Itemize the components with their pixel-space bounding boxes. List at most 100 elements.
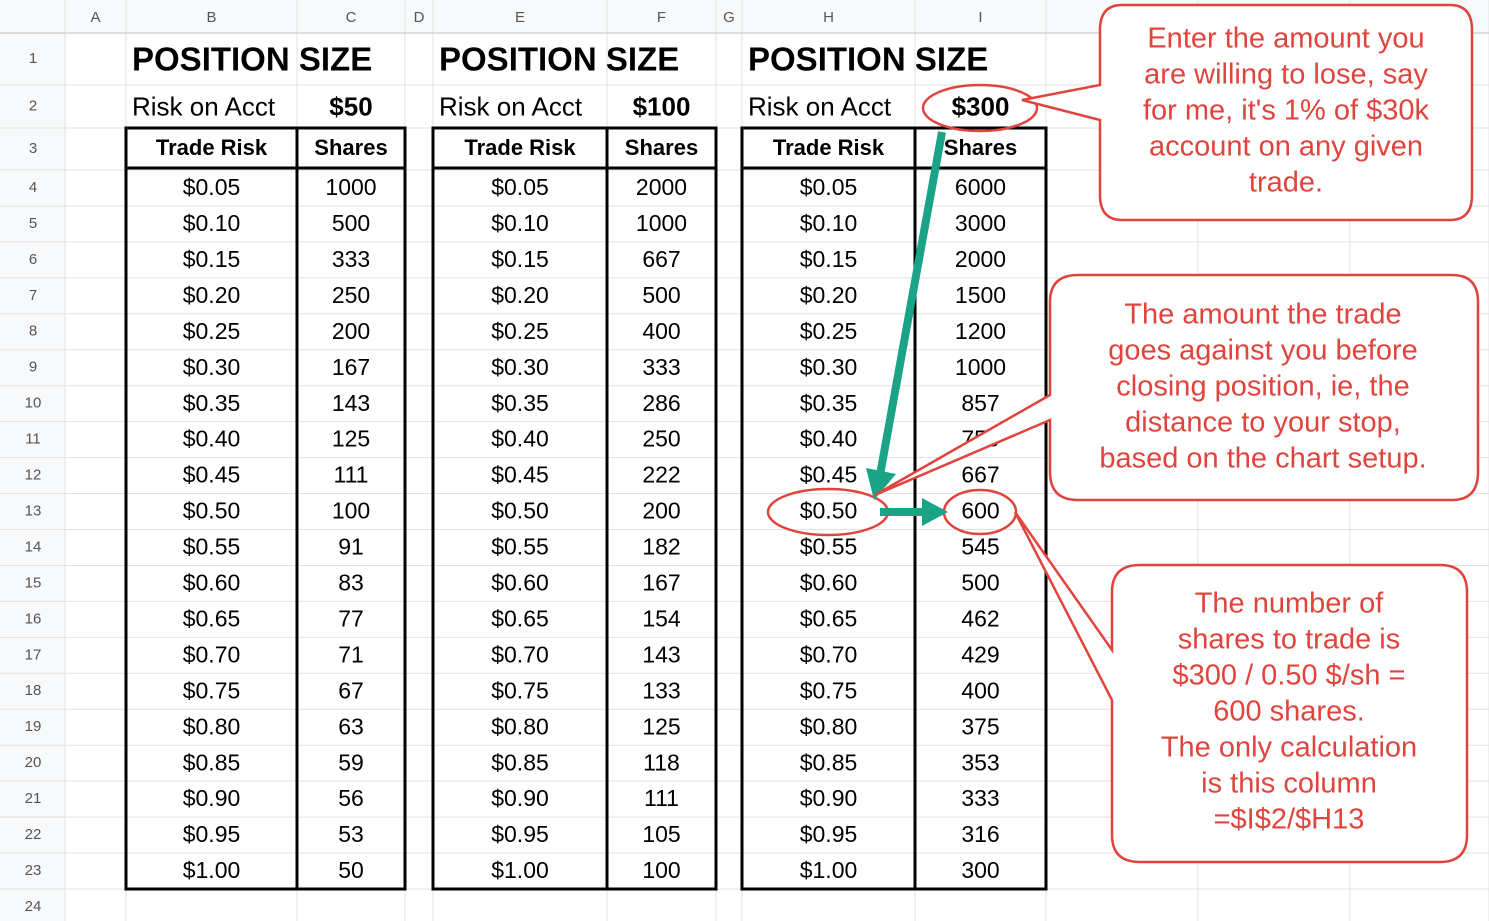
column-title: Trade Risk: [156, 135, 268, 160]
shares-cell: 167: [332, 354, 370, 380]
trade-risk-cell: $0.35: [183, 390, 241, 416]
trade-risk-cell: $0.10: [183, 210, 241, 236]
column-header: H: [823, 9, 834, 26]
shares-cell: 500: [961, 570, 999, 596]
shares-cell: 400: [961, 677, 999, 703]
shares-cell: 600: [961, 498, 999, 524]
shares-cell: 100: [642, 857, 680, 883]
shares-cell: 400: [642, 318, 680, 344]
shares-cell: 67: [338, 677, 364, 703]
trade-risk-cell: $0.70: [491, 641, 549, 667]
row-number: 3: [29, 140, 37, 157]
column-header: E: [515, 9, 525, 26]
trade-risk-cell: $0.95: [183, 821, 241, 847]
trade-risk-cell: $0.45: [800, 462, 858, 488]
shares-cell: 200: [332, 318, 370, 344]
callout-box: [874, 273, 1480, 502]
shares-cell: 63: [338, 713, 364, 739]
risk-label: Risk on Acct: [439, 91, 583, 121]
trade-risk-cell: $0.80: [800, 713, 858, 739]
shares-cell: 105: [642, 821, 680, 847]
trade-risk-cell: $0.90: [800, 785, 858, 811]
shares-cell: 91: [338, 534, 364, 560]
trade-risk-cell: $0.15: [800, 246, 858, 272]
risk-label: Risk on Acct: [748, 91, 892, 121]
shares-cell: 111: [644, 785, 679, 811]
shares-cell: 83: [338, 570, 364, 596]
row-number: 19: [25, 718, 42, 735]
shares-cell: 143: [332, 390, 370, 416]
trade-risk-cell: $0.10: [800, 210, 858, 236]
callout-text: for me, it's 1% of $30k: [1143, 95, 1429, 127]
shares-cell: 316: [961, 821, 999, 847]
trade-risk-cell: $0.80: [491, 713, 549, 739]
shares-cell: 429: [961, 641, 999, 667]
shares-cell: 353: [961, 749, 999, 775]
row-number: 22: [25, 826, 42, 843]
shares-cell: 182: [642, 534, 680, 560]
shares-cell: 462: [961, 605, 999, 631]
risk-value: $100: [633, 91, 691, 121]
table-border: [124, 126, 407, 891]
shares-cell: 53: [338, 821, 364, 847]
shares-cell: 1000: [636, 210, 687, 236]
shares-cell: 143: [642, 641, 680, 667]
shares-cell: 71: [338, 641, 364, 667]
table-title: POSITION SIZE: [439, 41, 679, 78]
trade-risk-cell: $0.50: [183, 498, 241, 524]
trade-risk-cell: $0.50: [491, 498, 549, 524]
shares-cell: 111: [334, 462, 369, 488]
trade-risk-cell: $0.30: [491, 354, 549, 380]
annotations: Enter the amount you are willing to lose,…: [766, 3, 1480, 864]
callout-text: 600 shares.: [1213, 696, 1365, 728]
column-title: Shares: [944, 135, 1017, 160]
trade-risk-cell: $0.50: [800, 498, 858, 524]
trade-risk-cell: $1.00: [800, 857, 858, 883]
column-header: D: [414, 9, 425, 26]
shares-cell: 59: [338, 749, 364, 775]
column-header: G: [723, 9, 735, 26]
row-number: 17: [25, 646, 42, 663]
column-header: F: [657, 9, 666, 26]
table-border: [431, 126, 718, 891]
trade-risk-cell: $0.75: [183, 677, 241, 703]
trade-risk-cell: $0.40: [491, 426, 549, 452]
row-number: 12: [25, 467, 42, 484]
table-border: [740, 126, 1048, 891]
column-header: A: [90, 9, 100, 26]
trade-risk-cell: $0.85: [800, 749, 858, 775]
shares-cell: 118: [643, 749, 680, 775]
shares-cell: 56: [338, 785, 364, 811]
callout-text: is this column: [1201, 768, 1377, 800]
callout-text: are willing to lose, say: [1144, 59, 1428, 91]
callout-box: [1021, 3, 1474, 222]
trade-risk-cell: $0.60: [491, 570, 549, 596]
trade-risk-cell: $0.65: [800, 605, 858, 631]
shares-cell: 125: [332, 426, 370, 452]
arrowhead: [922, 498, 948, 526]
arrow: [876, 131, 946, 476]
trade-risk-cell: $0.85: [491, 749, 549, 775]
trade-risk-cell: $0.95: [800, 821, 858, 847]
row-number: 5: [29, 215, 37, 232]
shares-cell: 1000: [955, 354, 1006, 380]
shares-cell: 667: [961, 462, 999, 488]
trade-risk-cell: $1.00: [491, 857, 549, 883]
shares-cell: 50: [338, 857, 364, 883]
trade-risk-cell: $0.90: [491, 785, 549, 811]
trade-risk-cell: $0.60: [183, 570, 241, 596]
trade-risk-cell: $1.00: [183, 857, 241, 883]
trade-risk-cell: $0.60: [800, 570, 858, 596]
shares-cell: 300: [961, 857, 999, 883]
callout-text: Enter the amount you: [1147, 23, 1424, 55]
trade-risk-cell: $0.35: [491, 390, 549, 416]
shares-cell: 333: [961, 785, 999, 811]
trade-risk-cell: $0.45: [183, 462, 241, 488]
trade-risk-cell: $0.35: [800, 390, 858, 416]
shares-cell: 250: [332, 282, 370, 308]
column-header: C: [346, 9, 357, 26]
shares-cell: 133: [642, 677, 680, 703]
shares-cell: 167: [642, 570, 680, 596]
row-number: 24: [25, 898, 42, 915]
column-title: Shares: [625, 135, 698, 160]
